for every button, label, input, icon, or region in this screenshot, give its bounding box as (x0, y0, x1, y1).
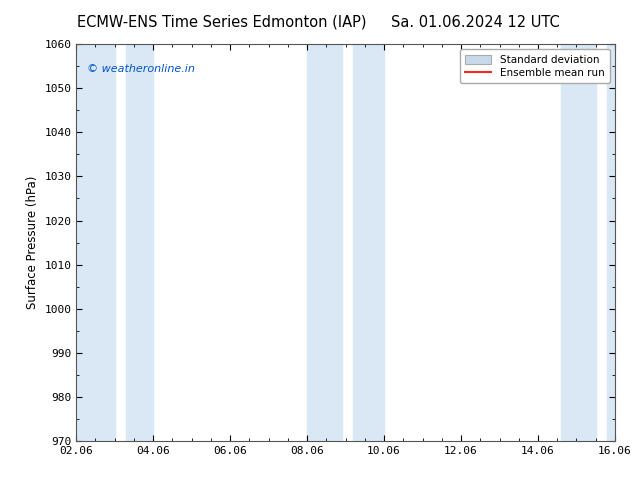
Bar (607, 44, 615, 441)
Bar (76, 44, 115, 441)
Text: Sa. 01.06.2024 12 UTC: Sa. 01.06.2024 12 UTC (391, 15, 560, 30)
Bar (126, 44, 153, 441)
Bar (307, 44, 342, 441)
Bar (353, 44, 384, 441)
Y-axis label: Surface Pressure (hPa): Surface Pressure (hPa) (25, 176, 39, 309)
Bar (561, 44, 596, 441)
Text: ECMW-ENS Time Series Edmonton (IAP): ECMW-ENS Time Series Edmonton (IAP) (77, 15, 366, 30)
Text: © weatheronline.in: © weatheronline.in (87, 64, 195, 74)
Legend: Standard deviation, Ensemble mean run: Standard deviation, Ensemble mean run (460, 49, 610, 83)
